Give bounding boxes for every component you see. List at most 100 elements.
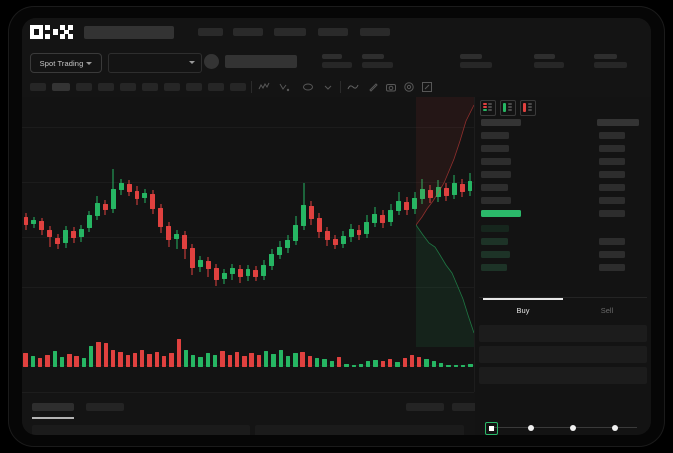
- interval-button-7[interactable]: [164, 83, 180, 91]
- orderbook-asks-icon[interactable]: [520, 100, 536, 116]
- dropdown-icon[interactable]: [322, 81, 334, 93]
- candlestick: [340, 231, 346, 248]
- tab-buy[interactable]: Buy: [516, 306, 530, 315]
- step-50[interactable]: [570, 424, 576, 431]
- volume-bar: [460, 365, 466, 367]
- indicators-icon[interactable]: [258, 81, 270, 93]
- line-chart-icon[interactable]: [347, 81, 359, 93]
- interval-button-1[interactable]: [30, 83, 46, 91]
- interval-button-9[interactable]: [208, 83, 224, 91]
- price-field[interactable]: [479, 325, 647, 342]
- interval-button-4[interactable]: [98, 83, 114, 91]
- active-tab-underline: [32, 417, 74, 419]
- ask-row[interactable]: [481, 145, 509, 152]
- volume-bar: [45, 355, 50, 367]
- order-book-panel: Buy Sell: [475, 97, 651, 435]
- price-chart[interactable]: [22, 97, 475, 392]
- candlestick: [396, 192, 402, 215]
- search-input[interactable]: [84, 26, 174, 39]
- ask-row-size[interactable]: [599, 158, 625, 165]
- volume-bar: [52, 351, 57, 367]
- nav-item-1[interactable]: [198, 28, 223, 36]
- candlestick: [110, 169, 116, 213]
- drawing-tools-icon[interactable]: [367, 81, 379, 93]
- orderbook-header-right[interactable]: [597, 119, 639, 126]
- volume-bar: [468, 364, 473, 367]
- step-25[interactable]: [528, 424, 534, 431]
- okx-logo[interactable]: [30, 25, 74, 39]
- order-book-rows[interactable]: [475, 119, 651, 299]
- ask-row[interactable]: [481, 171, 511, 178]
- orderbook-header-left[interactable]: [481, 119, 521, 126]
- tab-order-history[interactable]: [86, 403, 124, 411]
- bid-row-size[interactable]: [599, 251, 625, 258]
- current-price-size[interactable]: [599, 210, 625, 217]
- bid-row-size[interactable]: [599, 264, 625, 271]
- trading-mode-selector[interactable]: Spot Trading: [30, 53, 102, 73]
- volume-bar: [89, 346, 94, 367]
- bid-row[interactable]: [481, 264, 507, 271]
- camera-icon[interactable]: [385, 81, 397, 93]
- action-2[interactable]: [452, 403, 490, 411]
- nav-item-2[interactable]: [233, 28, 263, 36]
- bid-row[interactable]: [481, 251, 510, 258]
- volume-bar: [213, 355, 218, 367]
- ask-row-size[interactable]: [599, 184, 625, 191]
- app-screen: Spot Trading: [22, 18, 651, 435]
- compare-icon[interactable]: [302, 81, 314, 93]
- ask-row[interactable]: [481, 184, 508, 191]
- percent-slider[interactable]: [485, 422, 643, 435]
- candlestick: [150, 190, 156, 214]
- ask-row-size[interactable]: [599, 132, 625, 139]
- volume-bar: [315, 358, 320, 367]
- bid-row-size[interactable]: [599, 238, 625, 245]
- interval-button-6[interactable]: [142, 83, 158, 91]
- ask-row[interactable]: [481, 197, 511, 204]
- tab-open-orders[interactable]: [32, 403, 74, 411]
- total-field[interactable]: [479, 367, 647, 384]
- candlestick: [229, 264, 235, 280]
- nav-item-3[interactable]: [274, 28, 306, 36]
- volume-bar: [373, 360, 378, 367]
- coin-avatar: [204, 54, 219, 69]
- interval-button-2[interactable]: [52, 83, 70, 91]
- candlestick: [126, 180, 132, 196]
- interval-button-10[interactable]: [230, 83, 246, 91]
- pair-selector[interactable]: [108, 53, 202, 73]
- orderbook-bids-icon[interactable]: [500, 100, 516, 116]
- candlestick: [316, 213, 322, 238]
- interval-button-5[interactable]: [120, 83, 136, 91]
- interval-button-8[interactable]: [186, 83, 202, 91]
- chart-type-icon[interactable]: [278, 81, 290, 93]
- ask-row[interactable]: [481, 158, 511, 165]
- ask-row-size[interactable]: [599, 197, 625, 204]
- candlestick: [356, 225, 362, 240]
- stat-change: [322, 54, 352, 68]
- current-price-row[interactable]: [481, 210, 521, 217]
- amount-field[interactable]: [479, 346, 647, 363]
- candlestick: [404, 197, 410, 215]
- orderbook-both-icon[interactable]: [480, 100, 496, 116]
- nav-item-5[interactable]: [360, 28, 390, 36]
- tab-sell[interactable]: Sell: [600, 306, 614, 315]
- bid-row[interactable]: [481, 225, 509, 232]
- action-1[interactable]: [406, 403, 444, 411]
- settings-icon[interactable]: [403, 81, 415, 93]
- fullscreen-icon[interactable]: [421, 81, 433, 93]
- step-0[interactable]: [485, 422, 498, 435]
- ask-row-size[interactable]: [599, 171, 625, 178]
- volume-bar: [395, 362, 400, 367]
- nav-item-4[interactable]: [318, 28, 348, 36]
- ask-row[interactable]: [481, 132, 509, 139]
- volume-bar: [161, 356, 167, 367]
- volume-bar: [293, 353, 298, 367]
- bid-row[interactable]: [481, 238, 508, 245]
- candlestick: [102, 200, 108, 215]
- interval-button-3[interactable]: [76, 83, 92, 91]
- candlestick: [348, 224, 354, 242]
- ask-row-size[interactable]: [599, 145, 625, 152]
- candlestick: [166, 222, 172, 247]
- step-75[interactable]: [612, 424, 618, 431]
- active-tab-underline: [483, 298, 563, 300]
- candlestick: [118, 179, 124, 195]
